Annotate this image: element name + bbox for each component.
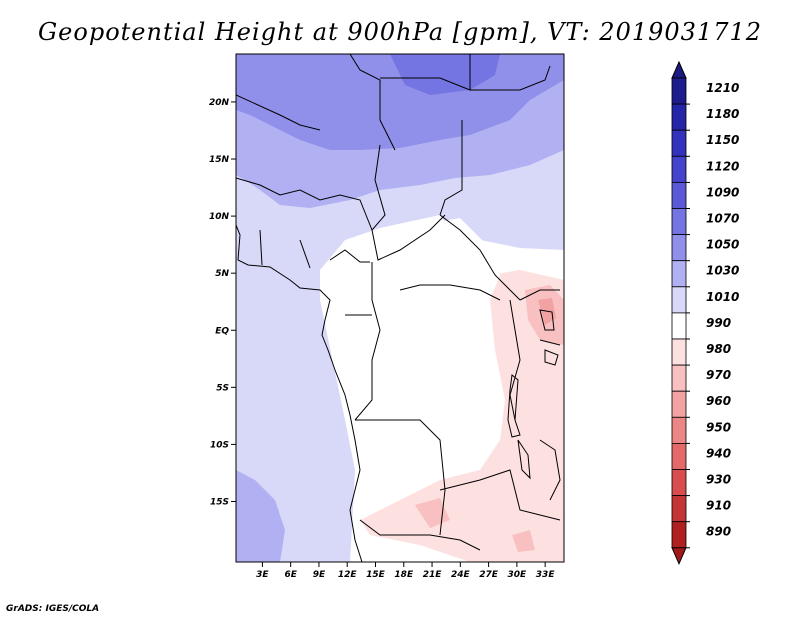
colorbar-label: 930	[706, 473, 731, 487]
colorbar-swatch	[671, 442, 687, 470]
colorbar-label: 1120	[706, 159, 739, 173]
lat-tick-label: 20N	[209, 98, 230, 108]
lat-tick-label: 5N	[215, 269, 229, 279]
colorbar-top-arrow	[671, 60, 687, 79]
colorbar-swatch	[671, 338, 687, 366]
lat-tick-label: EQ	[215, 326, 229, 336]
colorbar-label: 1050	[706, 238, 739, 252]
colorbar-swatch	[671, 495, 687, 523]
colorbar-label: 990	[706, 316, 731, 330]
colorbar-swatch	[671, 469, 687, 497]
colorbar-swatch	[671, 312, 687, 340]
lon-tick-label: 24E	[451, 570, 471, 580]
colorbar-bottom-arrow	[671, 547, 687, 566]
lon-tick-label: 9E	[313, 570, 326, 580]
colorbar-swatch	[671, 521, 687, 549]
colorbar-swatch	[671, 260, 687, 288]
colorbar-swatch	[671, 234, 687, 262]
colorbar-label: 950	[706, 420, 731, 434]
colorbar-label: 1150	[706, 133, 739, 147]
colorbar-label: 1010	[706, 290, 739, 304]
colorbar-label: 1180	[706, 107, 739, 121]
lon-tick-label: 27E	[479, 570, 499, 580]
colorbar-label: 1090	[706, 185, 739, 199]
lon-tick-label: 21E	[423, 570, 443, 580]
colorbar-swatch	[671, 77, 687, 105]
colorbar-label: 980	[706, 342, 731, 356]
lat-tick-label: 15N	[209, 155, 230, 165]
colorbar-swatch	[671, 286, 687, 314]
colorbar-label: 970	[706, 368, 731, 382]
lon-tick-label: 3E	[256, 570, 269, 580]
colorbar-swatch	[671, 416, 687, 444]
country-borders	[236, 54, 561, 562]
chart-title: Geopotential Height at 900hPa [gpm], VT:…	[38, 18, 762, 46]
colorbar-label: 890	[706, 525, 731, 539]
lon-tick-label: 12E	[338, 570, 358, 580]
colorbar-label: 940	[706, 446, 731, 460]
colorbar-swatch	[671, 364, 687, 392]
colorbar-swatch	[671, 129, 687, 157]
lon-tick-label: 30E	[508, 570, 528, 580]
height-field	[236, 54, 564, 562]
lat-tick-label: 10S	[210, 440, 229, 450]
lat-tick-label: 10N	[209, 212, 230, 222]
lon-tick-label: 18E	[394, 570, 414, 580]
colorbar-label: 1030	[706, 264, 739, 278]
lon-tick-label: 33E	[536, 570, 556, 580]
map-frame	[235, 53, 565, 563]
colorbar-label: 1070	[706, 212, 739, 226]
colorbar-swatch	[671, 181, 687, 209]
colorbar: 1210 1180 1150 1120 1090 1070 1050 1030 1010 990 9…	[671, 60, 739, 566]
colorbar-label: 960	[706, 394, 731, 408]
longitude-axis: 3E 6E 9E 12E 15E 18E 21E 24E 27E 30E 33E	[256, 562, 555, 580]
lon-tick-label: 15E	[366, 570, 386, 580]
colorbar-swatch	[671, 208, 687, 236]
colorbar-label: 910	[706, 499, 731, 513]
latitude-axis: 20N 15N 10N 5N EQ 5S 10S 15S	[209, 98, 236, 507]
colorbar-label: 1210	[706, 81, 739, 95]
colorbar-swatch	[671, 103, 687, 131]
lon-tick-label: 6E	[284, 570, 297, 580]
lat-tick-label: 5S	[216, 383, 229, 393]
credit-label: GrADS: IGES/COLA	[6, 604, 100, 614]
colorbar-swatch	[671, 390, 687, 418]
lat-tick-label: 15S	[210, 497, 229, 507]
colorbar-swatch	[671, 155, 687, 183]
